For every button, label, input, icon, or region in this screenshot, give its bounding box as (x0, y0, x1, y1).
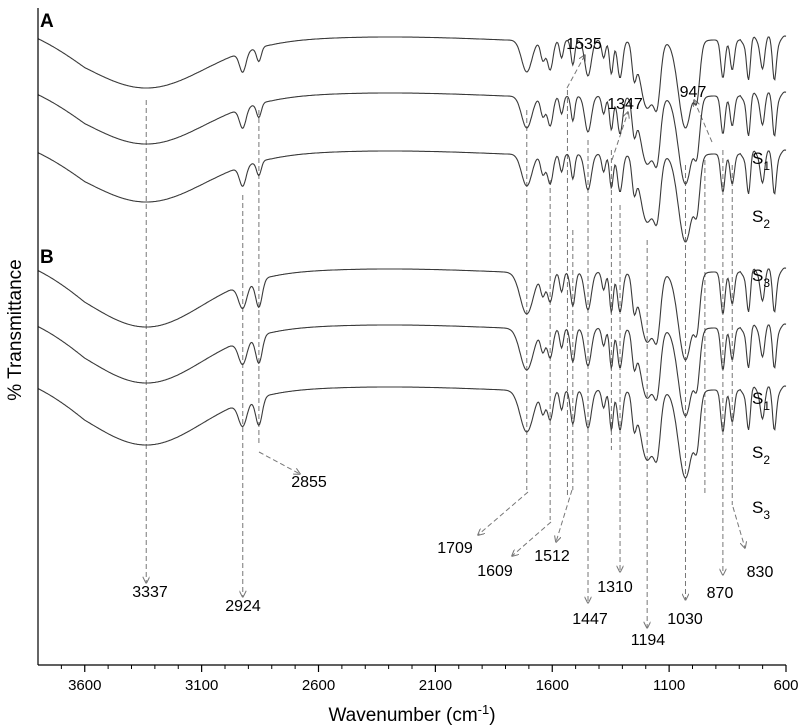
annotation-label: 2855 (291, 474, 327, 491)
x-axis-title-close: ) (489, 705, 495, 726)
labels: A B % Transmittance Wavenumber (cm-1) S1… (5, 11, 773, 726)
annotation-label: 1194 (631, 632, 666, 649)
spectrum-line (37, 91, 787, 185)
annotation-label: 3337 (132, 584, 168, 601)
spectrum-line (37, 35, 787, 129)
series-label-sub: 1 (763, 399, 770, 413)
series-label: S1 (752, 149, 770, 173)
guide-arrow (512, 521, 552, 556)
x-axis: 3600 3100 2600 2100 1600 1100 600 (37, 8, 799, 694)
panel-a-label: A (40, 11, 54, 32)
annotation-label: 1709 (437, 540, 473, 557)
series-label: S2 (752, 443, 770, 467)
series-label: S2 (752, 207, 770, 231)
guide-arrow (556, 489, 573, 542)
annotation-label: 1535 (566, 36, 602, 53)
spectrum-line (37, 149, 787, 243)
series-label-name: S (752, 149, 763, 168)
panel-b-label: B (40, 247, 54, 268)
spectra (37, 35, 787, 479)
guide-arrow (258, 451, 300, 474)
series-label: S1 (752, 389, 770, 413)
annotation-label: 1310 (597, 579, 633, 596)
series-label-sub: 1 (763, 159, 770, 173)
series-label-sub: 2 (763, 217, 770, 231)
spectrum-line (37, 385, 787, 479)
x-axis-title-main: Wavenumber (cm (328, 705, 477, 726)
guide-arrow (732, 506, 745, 548)
spectrum-line (37, 323, 787, 417)
guide-lines (146, 55, 745, 628)
x-tick-label: 2100 (419, 677, 452, 694)
series-label-sub: 3 (763, 276, 770, 290)
series-label-name: S (752, 443, 763, 462)
series-label: S3 (752, 498, 770, 522)
series-label-name: S (752, 266, 763, 285)
series-label-sub: 2 (763, 453, 770, 467)
annotation-label: 870 (707, 585, 734, 602)
annotation-label: 830 (747, 564, 774, 581)
series-label-name: S (752, 207, 763, 226)
annotation-label: 2924 (225, 598, 261, 615)
annotation-label: 1447 (572, 611, 608, 628)
series-label-name: S (752, 389, 763, 408)
annotation-label: 947 (680, 84, 707, 101)
annotation-label: 1347 (607, 96, 643, 113)
x-axis-title: Wavenumber (cm-1) (328, 702, 495, 726)
annotation-label: 1030 (667, 611, 703, 628)
x-tick-label: 2600 (302, 677, 335, 694)
x-tick-label: 1100 (653, 677, 685, 694)
x-tick-label: 3100 (185, 677, 218, 694)
series-label-name: S (752, 498, 763, 517)
spectrum-line (37, 267, 787, 361)
series-label: S3 (752, 266, 770, 290)
x-axis-title-sup: -1 (478, 702, 490, 717)
guide-arrow (478, 491, 529, 535)
annotation-label: 1512 (534, 548, 570, 565)
x-tick-label: 600 (773, 677, 798, 694)
guide-arrow (566, 55, 585, 89)
x-tick-label: 3600 (68, 677, 101, 694)
annotation-label: 1609 (477, 563, 513, 580)
x-tick-label: 1600 (536, 677, 569, 694)
series-label-sub: 3 (763, 508, 770, 522)
y-axis-title: % Transmittance (5, 259, 26, 401)
guide-arrow (611, 112, 628, 161)
